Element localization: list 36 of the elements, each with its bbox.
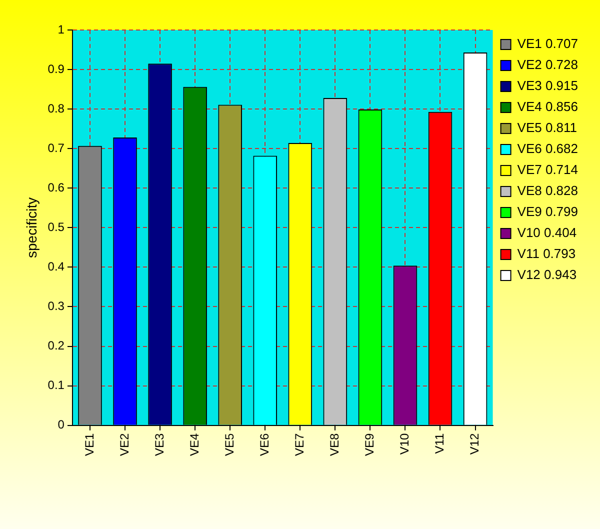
x-tick-label: V11 (432, 433, 447, 454)
x-tick-label: VE8 (327, 433, 342, 456)
x-tick-label: VE2 (117, 433, 132, 456)
x-tick-label: V12 (468, 433, 482, 455)
y-tick-label: 1 (58, 22, 65, 36)
y-tick-label: 0.4 (48, 260, 65, 274)
legend-label: VE1 0.707 (517, 36, 578, 52)
legend-label: V10 0.404 (517, 225, 577, 240)
legend-label: VE4 0.856 (517, 99, 578, 114)
legend-label: V12 0.943 (517, 267, 577, 282)
x-tick-label: VE7 (292, 433, 306, 456)
y-tick-label: 0.3 (48, 299, 65, 314)
y-axis-title: specificity (23, 197, 40, 258)
y-tick-label: 0.6 (48, 180, 65, 194)
y-tick-label: 0 (58, 418, 65, 432)
legend-label: VE2 0.728 (517, 57, 578, 72)
y-tick-label: 0.9 (48, 62, 65, 76)
x-tick-label: VE9 (362, 433, 377, 456)
x-tick-label: VE5 (222, 433, 236, 456)
legend-label: VE8 0.828 (517, 183, 578, 198)
legend-label: VE6 0.682 (517, 141, 578, 156)
y-tick-label: 0.7 (48, 140, 65, 155)
legend-label: VE9 0.799 (517, 204, 578, 220)
legend-label: V11 0.793 (517, 246, 576, 262)
legend-label: VE3 0.915 (517, 78, 578, 94)
legend-label: VE7 0.714 (517, 162, 578, 178)
x-tick-label: VE6 (257, 433, 272, 456)
y-tick-label: 0.5 (48, 220, 65, 234)
x-tick-label: VE1 (82, 433, 96, 456)
x-tick-label: V10 (398, 433, 412, 455)
x-tick-label: VE3 (152, 433, 166, 456)
y-tick-label: 0.1 (48, 378, 65, 392)
y-tick-label: 0.8 (48, 101, 65, 116)
x-tick-label: VE4 (187, 433, 202, 456)
legend-label: VE5 0.811 (517, 120, 578, 136)
y-tick-label: 0.2 (48, 338, 65, 353)
